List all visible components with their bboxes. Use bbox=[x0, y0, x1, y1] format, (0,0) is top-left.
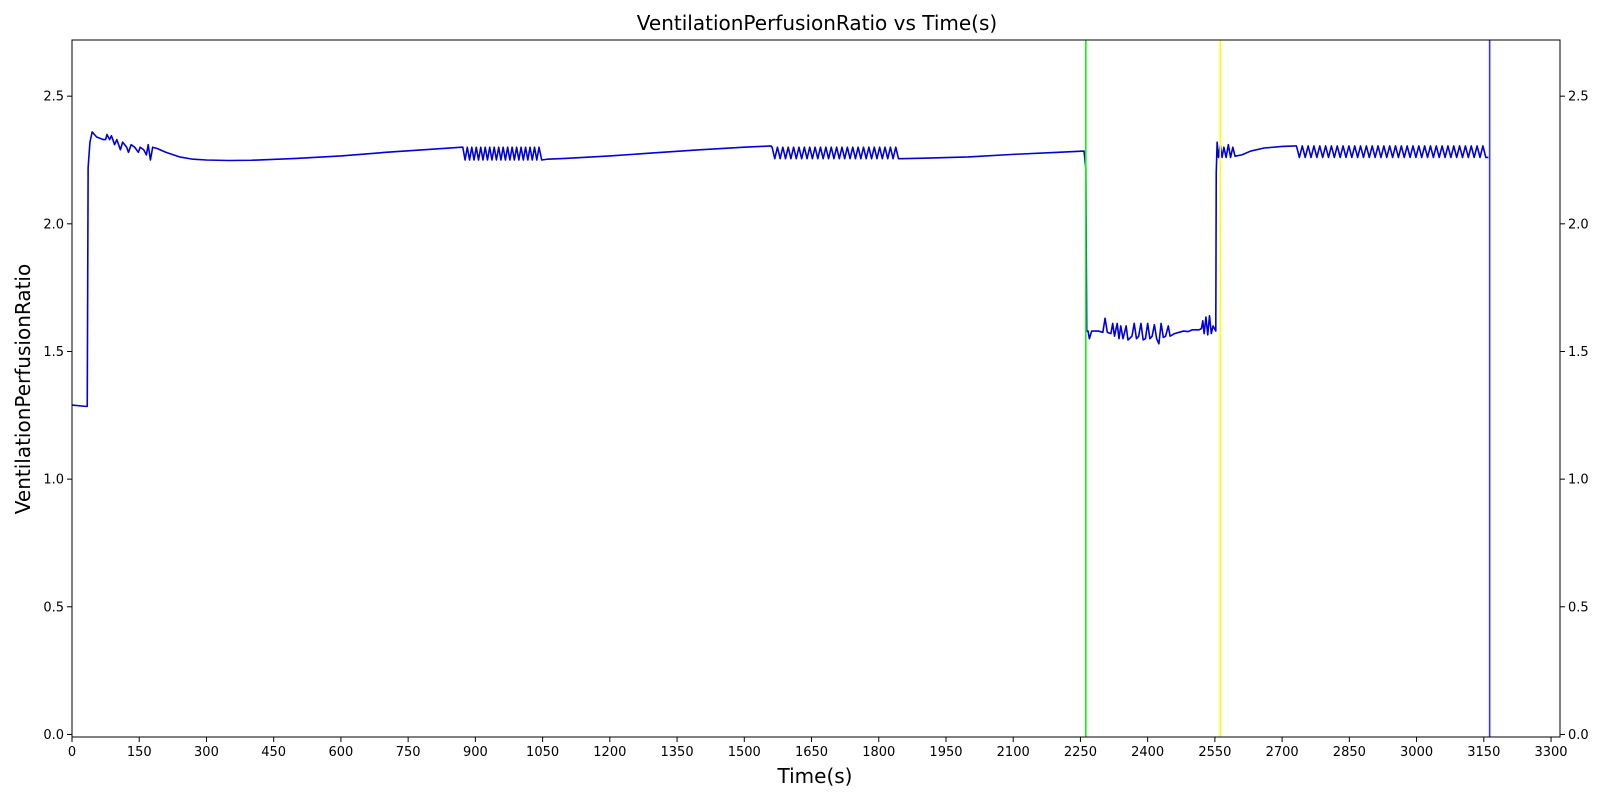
y-tick-label-right: 2.5 bbox=[1568, 90, 1589, 105]
y-tick-label-right: 1.0 bbox=[1568, 473, 1589, 488]
y-axis-left: 0.0 0.5 1.0 1.5 2.0 2.5 bbox=[43, 90, 72, 743]
x-tick-label: 3300 bbox=[1534, 745, 1567, 760]
x-tick-label: 3150 bbox=[1467, 745, 1500, 760]
x-tick-label: 450 bbox=[261, 745, 286, 760]
x-tick-label: 2850 bbox=[1333, 745, 1366, 760]
y-axis-label: VentilationPerfusionRatio bbox=[11, 264, 35, 514]
plot-frame bbox=[71, 39, 1561, 738]
x-tick-label: 1500 bbox=[728, 745, 761, 760]
x-tick-label: 1200 bbox=[593, 745, 626, 760]
x-tick-label: 0 bbox=[68, 745, 76, 760]
x-tick-label: 1650 bbox=[795, 745, 828, 760]
y-tick-label-left: 2.5 bbox=[43, 90, 64, 105]
x-tick-label: 300 bbox=[194, 745, 219, 760]
x-tick-label: 3000 bbox=[1400, 745, 1433, 760]
x-tick-label: 750 bbox=[396, 745, 421, 760]
x-axis-label: Time(s) bbox=[777, 764, 853, 788]
y-tick-label-left: 0.5 bbox=[43, 600, 64, 615]
x-tick-label: 2400 bbox=[1131, 745, 1164, 760]
y-tick-label-right: 0.0 bbox=[1568, 728, 1589, 743]
y-tick-label-right: 0.5 bbox=[1568, 600, 1589, 615]
x-axis: 0 150 300 450 600 750 900 1050 1200 1350 1500 1650 1… bbox=[68, 737, 1568, 760]
plot-area bbox=[71, 131, 1489, 408]
y-axis-right: 0.0 0.5 1.0 1.5 2.0 2.5 bbox=[1560, 90, 1589, 743]
x-tick-label: 600 bbox=[329, 745, 354, 760]
x-tick-label: 2550 bbox=[1198, 745, 1231, 760]
series-line bbox=[71, 131, 1489, 408]
y-tick-label-right: 2.0 bbox=[1568, 217, 1589, 232]
marker-lines bbox=[1085, 40, 1491, 737]
y-tick-label-left: 0.0 bbox=[43, 728, 64, 743]
x-tick-label: 1350 bbox=[661, 745, 694, 760]
x-tick-label: 150 bbox=[127, 745, 152, 760]
y-tick-label-left: 1.5 bbox=[43, 345, 64, 360]
x-tick-label: 1050 bbox=[526, 745, 559, 760]
x-tick-label: 2250 bbox=[1064, 745, 1097, 760]
x-tick-label: 900 bbox=[463, 745, 488, 760]
x-tick-label: 2700 bbox=[1266, 745, 1299, 760]
x-tick-label: 2100 bbox=[997, 745, 1030, 760]
y-tick-label-left: 1.0 bbox=[43, 473, 64, 488]
x-tick-label: 1800 bbox=[862, 745, 895, 760]
y-tick-label-right: 1.5 bbox=[1568, 345, 1589, 360]
x-tick-label: 1950 bbox=[929, 745, 962, 760]
chart-title: VentilationPerfusionRatio vs Time(s) bbox=[637, 11, 997, 35]
y-tick-label-left: 2.0 bbox=[43, 217, 64, 232]
